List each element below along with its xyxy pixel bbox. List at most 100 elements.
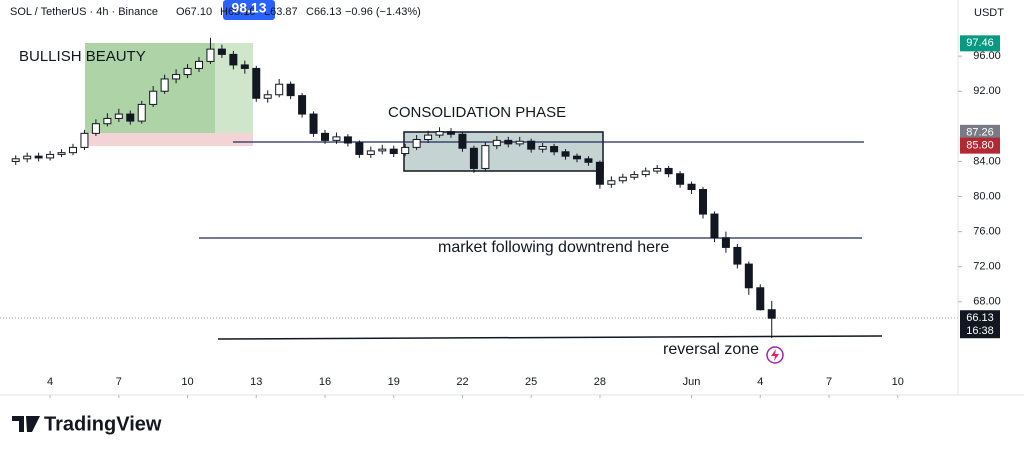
peak-callout-box — [223, 0, 275, 20]
y-tick-label: 72.00 — [973, 261, 1001, 273]
candle-body — [114, 113, 123, 119]
annotation: reversal zone — [663, 341, 759, 358]
candle-body — [172, 74, 181, 80]
candle-body — [676, 173, 685, 185]
x-tick-label: 10 — [181, 376, 193, 388]
candle-body — [137, 103, 146, 122]
candle-body — [69, 146, 77, 154]
candle-body — [561, 151, 570, 157]
candle-body — [458, 133, 467, 149]
candle-body — [538, 146, 547, 150]
candle-body — [229, 53, 238, 66]
x-tick-label: 7 — [826, 376, 832, 388]
price-badge-label: 97.46 — [966, 37, 994, 49]
candle-body — [492, 139, 501, 147]
y-tick-label: 80.00 — [973, 190, 1001, 202]
candle-body — [744, 263, 753, 289]
x-tick-label: 16 — [319, 376, 331, 388]
y-tick-label: 68.00 — [973, 296, 1001, 308]
candle-body — [699, 189, 707, 215]
candle-body — [756, 287, 765, 311]
logo-dot — [28, 416, 34, 422]
price-badge-label: 85.80 — [966, 140, 994, 152]
ohlc-low: L63.87 — [264, 6, 298, 18]
x-tick-label: 19 — [388, 376, 400, 388]
y-tick-label: 76.00 — [973, 226, 1001, 238]
candle-body — [515, 140, 524, 145]
candle-body — [378, 148, 387, 152]
candle-body — [183, 67, 192, 76]
price-badge — [960, 124, 1000, 141]
ohlc-open: O67.10 — [176, 6, 212, 18]
x-tick-label: 22 — [456, 376, 468, 388]
candle-body — [401, 146, 410, 155]
candle-body — [80, 132, 89, 148]
candle-body — [195, 60, 203, 69]
candle-body — [447, 131, 455, 135]
stop-zone — [85, 133, 253, 146]
currency: USDT — [974, 7, 1004, 19]
candle-body — [607, 180, 616, 185]
candle-body — [286, 83, 295, 97]
price-badge — [960, 310, 1000, 339]
candle-body — [34, 155, 43, 159]
candle-body — [630, 174, 639, 178]
candle-body — [687, 183, 696, 191]
candle-body — [57, 152, 66, 155]
candle-body — [481, 145, 490, 169]
candle-body — [550, 146, 559, 153]
annotation: BULLISH BEAUTY — [19, 48, 146, 65]
drawings — [0, 0, 1024, 432]
candle-body — [11, 158, 20, 162]
annotation: market following downtrend here — [438, 239, 669, 256]
candle-body — [355, 142, 364, 155]
candle-body — [252, 67, 261, 99]
x-tick-label: 13 — [250, 376, 262, 388]
candle-body — [595, 161, 604, 185]
candle-body — [263, 94, 272, 99]
candle-body — [366, 150, 375, 155]
candle-body — [160, 78, 169, 92]
candle-body — [573, 155, 581, 160]
candle-body — [584, 158, 593, 163]
change: −0.96 (−1.43%) — [345, 6, 421, 18]
candle-body — [332, 136, 341, 141]
candle-body — [664, 167, 673, 175]
candle-body — [641, 170, 650, 176]
candle-body — [240, 64, 249, 69]
candle-body — [710, 213, 719, 239]
y-tick-label: 92.00 — [973, 85, 1001, 97]
x-tick-label: 4 — [47, 376, 53, 388]
x-tick-label: Jun — [683, 376, 701, 388]
price-badge — [960, 137, 1000, 154]
candle-body — [767, 309, 776, 319]
candle-body — [721, 237, 730, 248]
candle-body — [424, 134, 433, 140]
y-tick-label: 84.00 — [973, 155, 1001, 167]
x-tick-label: 7 — [116, 376, 122, 388]
candle-body — [412, 139, 421, 148]
x-tick-label: 10 — [892, 376, 904, 388]
candle-body — [206, 48, 215, 62]
annotation: CONSOLIDATION PHASE — [388, 104, 566, 121]
candle-body — [343, 136, 352, 144]
candle-body — [618, 176, 627, 182]
peak-callout: 98.13 — [231, 0, 266, 16]
candle-body — [435, 131, 444, 136]
candle-body — [469, 147, 478, 169]
candle-body — [103, 117, 112, 125]
candle-body — [298, 95, 307, 115]
symbol: SOL / TetherUS · 4h · Binance — [10, 6, 158, 18]
x-tick-label: 28 — [594, 376, 606, 388]
candle-body — [126, 113, 135, 122]
ohlc-high: H68.10 — [220, 6, 255, 18]
x-tick-label: 4 — [757, 376, 763, 388]
candle-body — [149, 90, 158, 105]
candle-body — [527, 140, 536, 150]
candle-body — [23, 155, 32, 160]
ohlc-close: C66.13 — [306, 6, 341, 18]
y-tick-label: 96.00 — [973, 50, 1001, 62]
brand: TradingView — [44, 413, 162, 435]
price-badge-label: 87.26 — [966, 127, 994, 139]
